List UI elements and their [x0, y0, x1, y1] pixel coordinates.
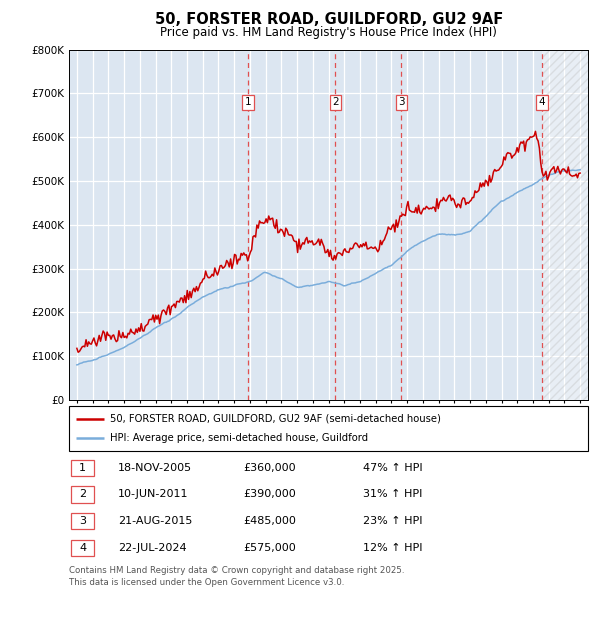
- Text: 18-NOV-2005: 18-NOV-2005: [118, 463, 193, 473]
- Text: 4: 4: [79, 542, 86, 553]
- Text: 50, FORSTER ROAD, GUILDFORD, GU2 9AF (semi-detached house): 50, FORSTER ROAD, GUILDFORD, GU2 9AF (se…: [110, 414, 440, 423]
- Text: Price paid vs. HM Land Registry's House Price Index (HPI): Price paid vs. HM Land Registry's House …: [160, 26, 497, 39]
- Text: 2: 2: [79, 489, 86, 500]
- Text: 50, FORSTER ROAD, GUILDFORD, GU2 9AF: 50, FORSTER ROAD, GUILDFORD, GU2 9AF: [155, 12, 503, 27]
- Text: 12% ↑ HPI: 12% ↑ HPI: [363, 542, 422, 553]
- Text: £575,000: £575,000: [243, 542, 296, 553]
- Text: 2: 2: [332, 97, 339, 107]
- Text: 22-JUL-2024: 22-JUL-2024: [118, 542, 187, 553]
- Text: £485,000: £485,000: [243, 516, 296, 526]
- Text: £390,000: £390,000: [243, 489, 296, 500]
- Text: 4: 4: [538, 97, 545, 107]
- Text: 3: 3: [79, 516, 86, 526]
- Text: 1: 1: [245, 97, 251, 107]
- Text: 1: 1: [79, 463, 86, 473]
- Text: HPI: Average price, semi-detached house, Guildford: HPI: Average price, semi-detached house,…: [110, 433, 368, 443]
- Text: £360,000: £360,000: [243, 463, 296, 473]
- Text: 23% ↑ HPI: 23% ↑ HPI: [363, 516, 422, 526]
- Text: 31% ↑ HPI: 31% ↑ HPI: [363, 489, 422, 500]
- Text: 47% ↑ HPI: 47% ↑ HPI: [363, 463, 422, 473]
- Text: 3: 3: [398, 97, 405, 107]
- Text: 10-JUN-2011: 10-JUN-2011: [118, 489, 188, 500]
- Text: 21-AUG-2015: 21-AUG-2015: [118, 516, 193, 526]
- Text: Contains HM Land Registry data © Crown copyright and database right 2025.
This d: Contains HM Land Registry data © Crown c…: [69, 566, 404, 587]
